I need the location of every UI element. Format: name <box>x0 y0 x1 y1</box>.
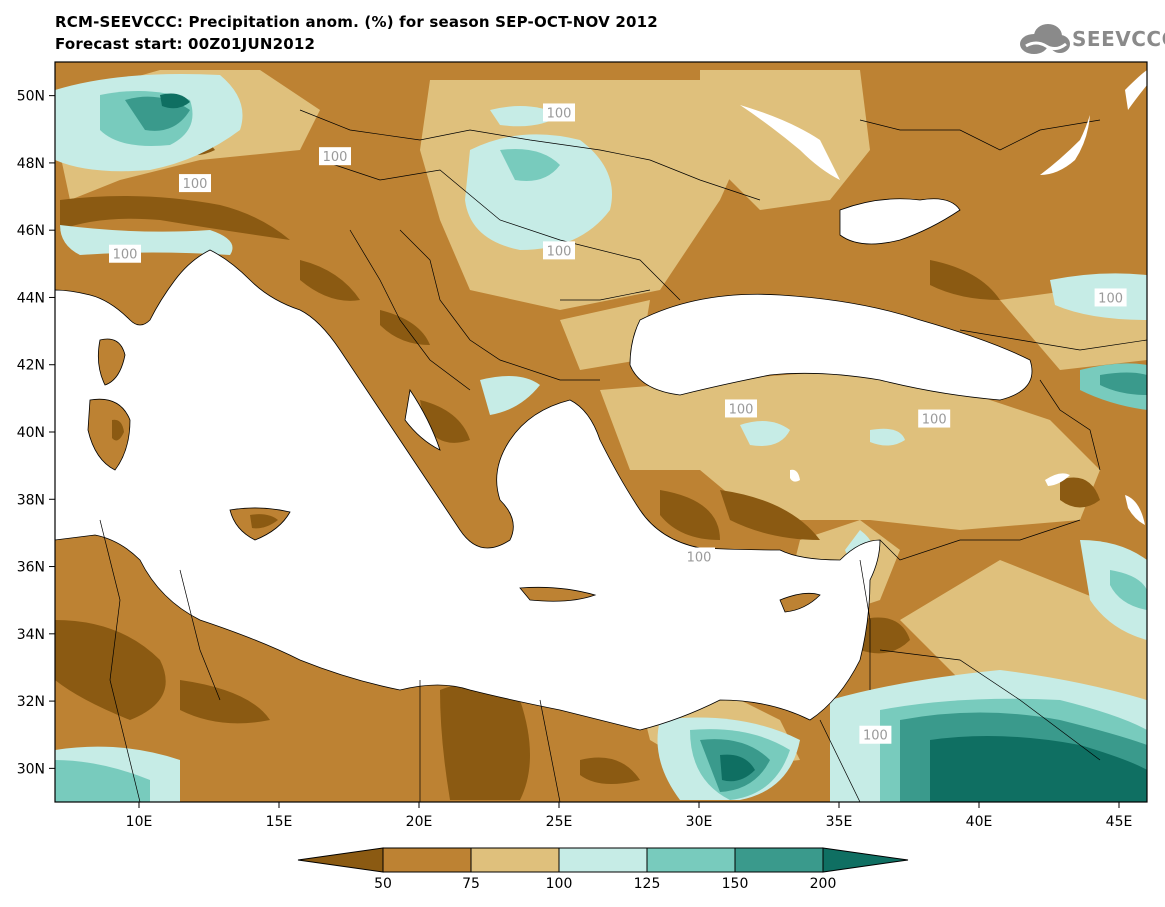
contour-label-box <box>543 241 575 260</box>
lon-tick-label: 40E <box>966 814 993 830</box>
island-dry-spots <box>112 419 278 529</box>
anomaly-zones-below-50 <box>55 136 1100 800</box>
contour-label: 100 <box>729 402 754 417</box>
contour-label: 100 <box>687 550 712 565</box>
contour-label: 100 <box>183 177 208 192</box>
contour-label-box <box>109 244 141 263</box>
contour-label: 100 <box>113 248 138 263</box>
legend-swatch <box>734 847 824 873</box>
latitude-axis: 50N 48N 46N 44N 42N 40N 38N 36N 34N 32N 30N <box>17 89 55 777</box>
contour-label-box <box>543 103 575 122</box>
contour-labels: 100 100 100 100 100 100 100 100 100 100 <box>109 103 1127 744</box>
legend-swatch <box>297 847 384 873</box>
legend-tick-label: 125 <box>634 876 661 892</box>
lat-tick-label: 44N <box>17 290 45 306</box>
lat-tick-label: 36N <box>17 560 45 576</box>
lat-tick-label: 42N <box>17 358 45 374</box>
missing-data-patches <box>740 70 1147 525</box>
lat-tick-label: 30N <box>17 761 45 777</box>
legend-tick-label: 150 <box>722 876 749 892</box>
contour-label: 100 <box>922 413 947 428</box>
sea-areas <box>55 198 1033 731</box>
contour-label-box <box>859 725 892 744</box>
contour-label-box <box>319 147 351 166</box>
lat-tick-label: 32N <box>17 694 45 710</box>
legend-swatch <box>558 847 648 873</box>
lon-tick-label: 45E <box>1106 814 1133 830</box>
lon-tick-label: 20E <box>406 814 433 830</box>
lat-tick-label: 46N <box>17 223 45 239</box>
lat-tick-label: 40N <box>17 425 45 441</box>
cloud-icon <box>1020 24 1070 54</box>
legend-tick-label: 100 <box>546 876 573 892</box>
map-title: RCM-SEEVCCC: Precipitation anom. (%) for… <box>55 13 658 31</box>
lat-tick-label: 50N <box>17 89 45 105</box>
legend-swatch <box>822 847 909 873</box>
anomaly-zones-above-200 <box>160 93 1147 802</box>
longitude-axis: 10E 15E 20E 25E 30E 35E 40E 45E <box>126 802 1133 830</box>
lat-tick-label: 48N <box>17 156 45 172</box>
colorbar-legend: 50 75 100 125 150 200 <box>297 847 909 892</box>
contour-label-box <box>683 547 715 566</box>
legend-swatch <box>646 847 736 873</box>
legend-tick-label: 50 <box>374 876 392 892</box>
contour-label: 100 <box>1098 291 1123 306</box>
lon-tick-label: 15E <box>266 814 293 830</box>
lat-tick-label: 38N <box>17 492 45 508</box>
lon-tick-label: 30E <box>686 814 713 830</box>
lon-tick-label: 35E <box>826 814 853 830</box>
map-field: 100 100 100 100 100 100 100 100 100 100 <box>55 62 1147 802</box>
legend-tick-label: 75 <box>462 876 480 892</box>
lat-tick-label: 34N <box>17 627 45 643</box>
seevccc-logo: SEEVCCC <box>1072 27 1165 51</box>
legend-tick-label: 200 <box>810 876 837 892</box>
legend-swatch <box>382 847 472 873</box>
legend-swatch <box>470 847 560 873</box>
contour-label: 100 <box>323 150 348 165</box>
lon-tick-label: 10E <box>126 814 153 830</box>
country-borders <box>99 109 1147 802</box>
contour-label: 100 <box>547 244 572 259</box>
forecast-start-label: Forecast start: 00Z01JUN2012 <box>55 35 316 53</box>
contour-label-box <box>179 174 211 193</box>
contour-label: 100 <box>547 106 572 121</box>
lon-tick-label: 25E <box>546 814 573 830</box>
contour-label-box <box>725 399 757 418</box>
contour-label: 100 <box>863 729 888 744</box>
contour-label-box <box>918 409 951 428</box>
contour-label-box <box>1094 288 1127 307</box>
